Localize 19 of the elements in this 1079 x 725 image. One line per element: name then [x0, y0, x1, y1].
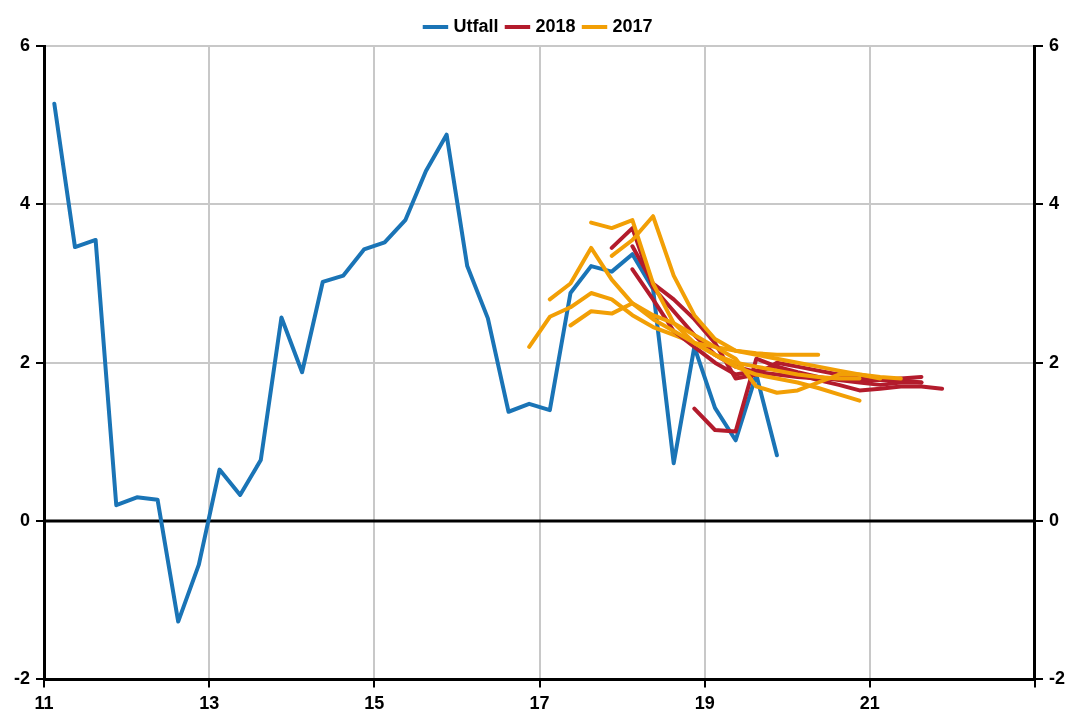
x-tick-label: 21	[859, 693, 880, 714]
y-tick-label: -2	[13, 668, 30, 689]
y-tick-label: 6	[19, 34, 30, 55]
y-tick-label: 2	[19, 351, 30, 372]
x-tick-label: 19	[694, 693, 715, 714]
y-tick-label: 0	[19, 510, 30, 531]
y2-tick-label: 0	[1049, 510, 1060, 531]
x-tick-label: 11	[34, 693, 54, 714]
legend-label: 2017	[612, 15, 653, 36]
x-tick-label: 13	[199, 693, 220, 714]
y2-tick-label: -2	[1049, 668, 1066, 689]
y2-tick-label: 4	[1049, 193, 1060, 214]
x-tick-label: 15	[364, 693, 385, 714]
legend-label: 2018	[535, 15, 576, 36]
legend-label: Utfall	[453, 15, 499, 36]
y2-tick-label: 2	[1049, 351, 1060, 372]
y-tick-label: 4	[19, 193, 30, 214]
y2-tick-label: 6	[1049, 34, 1060, 55]
x-tick-label: 17	[529, 693, 550, 714]
